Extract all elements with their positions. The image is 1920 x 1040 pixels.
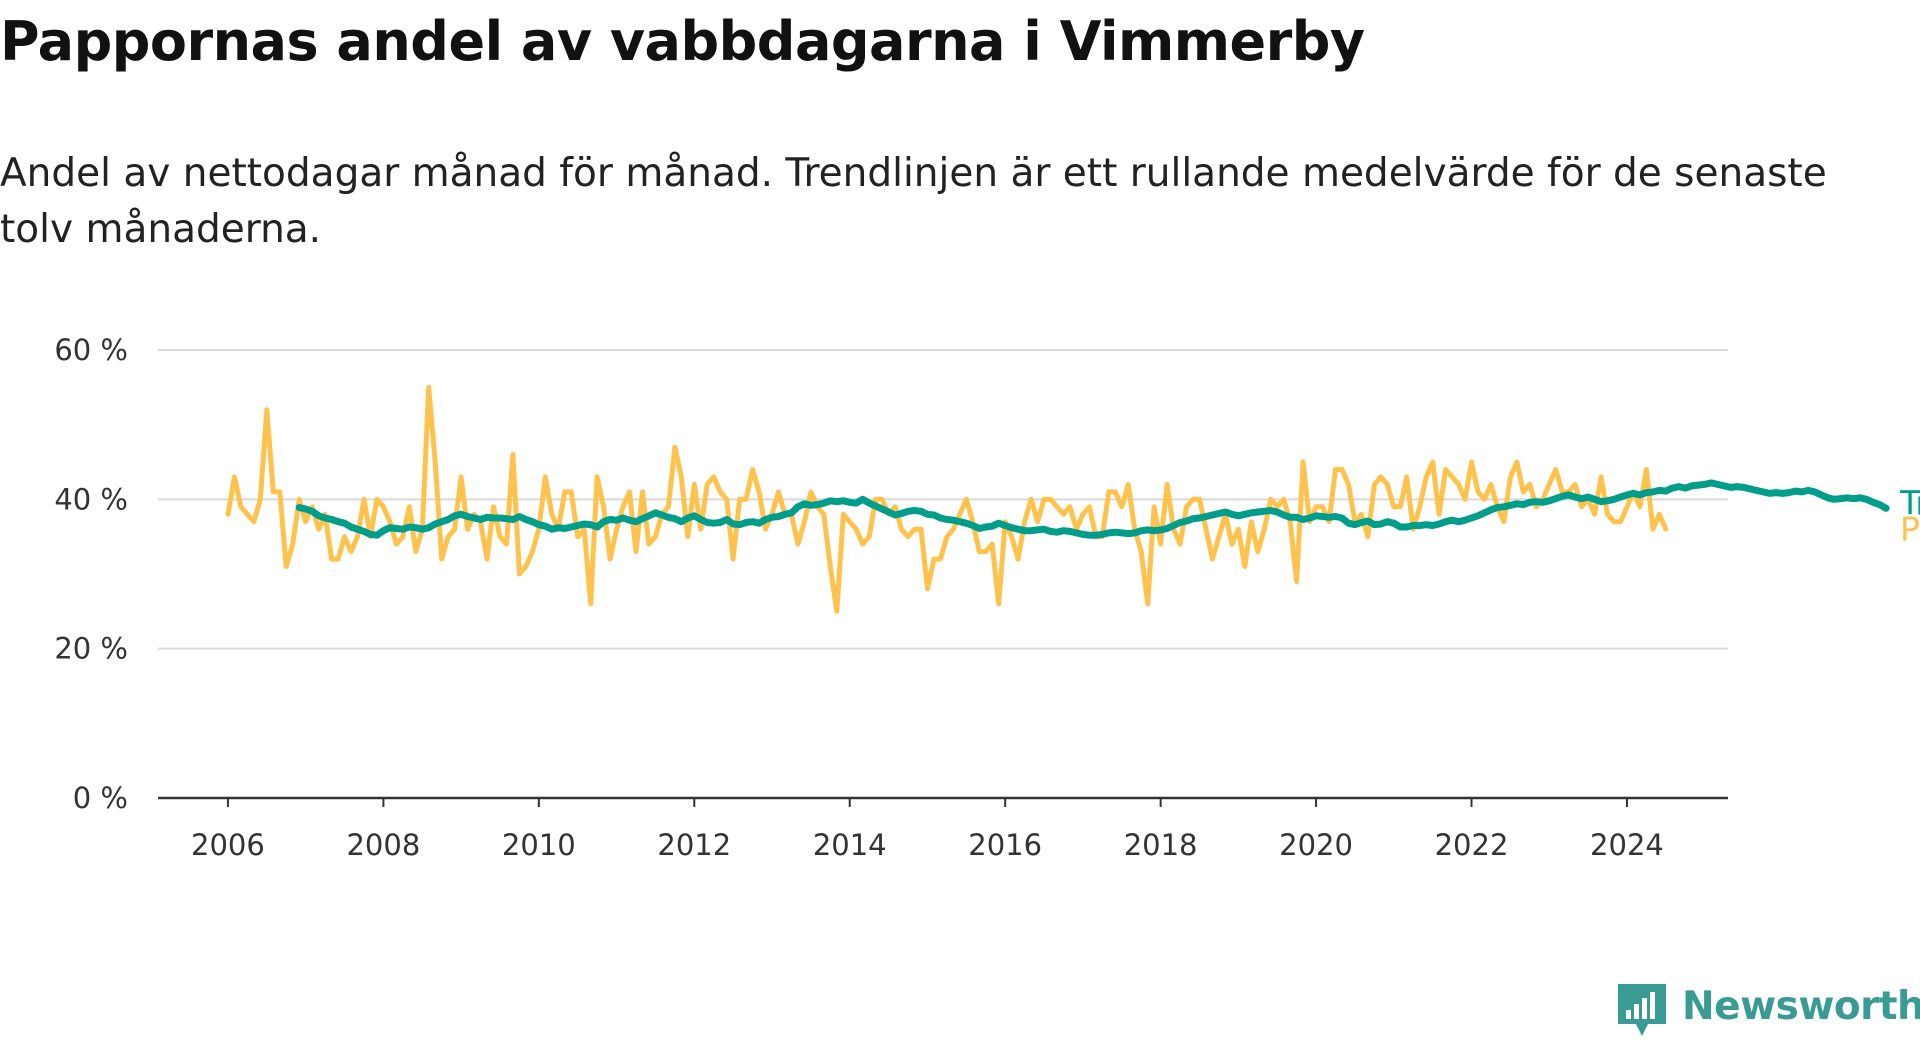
- y-tick-label: 0 %: [73, 781, 128, 815]
- bar-chart-logo-icon: [1618, 984, 1666, 1036]
- series-line-trend: [295, 479, 1890, 539]
- series-layer: [225, 384, 1890, 614]
- x-tick-label: 2012: [657, 828, 731, 862]
- x-tick-label: 2008: [346, 828, 420, 862]
- chart-subtitle: Andel av nettodagar månad för månad. Tre…: [0, 151, 1827, 252]
- series-line-monthly: [225, 384, 1669, 614]
- x-tick-label: 2006: [191, 828, 265, 862]
- legend: TrendPer månad: [1899, 483, 1920, 548]
- y-tick-label: 40 %: [54, 482, 128, 516]
- line-chart: 0 % 20 % 40 % 60 % 2006 2008 2010 2012 2014 2016…: [54, 333, 1920, 862]
- page-title: Pappornas andel av vabbdagarna i Vimmerb…: [0, 10, 1365, 73]
- x-axis-ticks: 2006 2008 2010 2012 2014 2016 2018 2020 2022 2024: [191, 798, 1664, 862]
- y-axis-ticks: 0 % 20 % 40 % 60 %: [54, 333, 128, 815]
- x-tick-label: 2014: [813, 828, 887, 862]
- x-tick-label: 2020: [1279, 828, 1353, 862]
- x-tick-label: 2010: [502, 828, 576, 862]
- y-tick-label: 20 %: [54, 632, 128, 666]
- brand-logo[interactable]: Newsworthy: [1612, 982, 1920, 1040]
- x-tick-label: 2022: [1435, 828, 1509, 862]
- brand-name: Newsworthy: [1682, 984, 1920, 1029]
- x-tick-label: 2018: [1124, 828, 1198, 862]
- legend-label-trend: Trend: [1899, 483, 1920, 522]
- legend-label-monthly: Per månad: [1900, 509, 1920, 548]
- x-tick-label: 2024: [1590, 828, 1664, 862]
- y-tick-label: 60 %: [54, 333, 128, 367]
- gridlines: [158, 349, 1728, 650]
- x-tick-label: 2016: [968, 828, 1042, 862]
